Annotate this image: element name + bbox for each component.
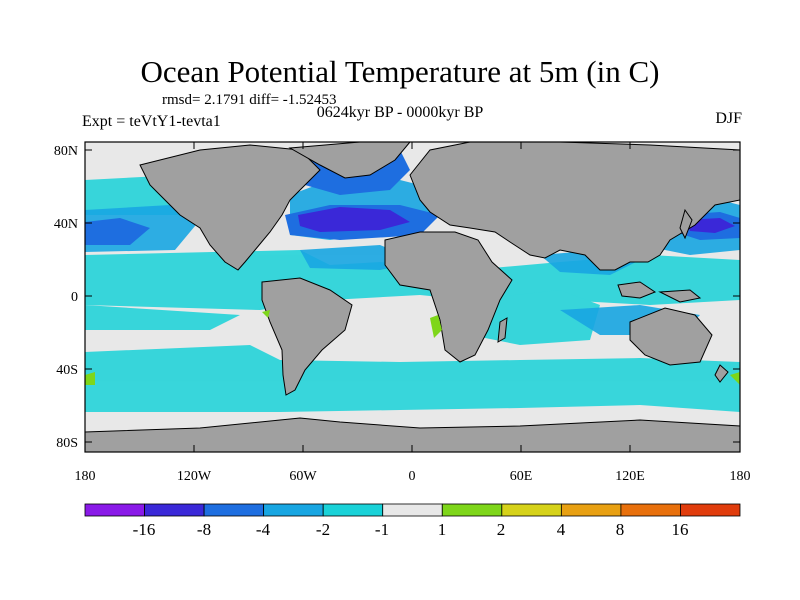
colorbar-box (620, 503, 681, 517)
period-label: 0624kyr BP - 0000kyr BP (316, 104, 484, 121)
colorbar-box (203, 503, 265, 517)
chart-title: Ocean Potential Temperature at 5m (in C) (140, 54, 660, 89)
colorbar-box (680, 503, 741, 517)
colorbar-label: -2 (316, 520, 330, 539)
colorbar-label: 1 (438, 520, 447, 539)
lon-axis (84, 142, 741, 452)
lon-tick: 120E (615, 469, 645, 484)
colorbar-label: -8 (197, 520, 211, 539)
lat-tick: 80S (56, 436, 78, 451)
lon-tick: 180 (730, 469, 751, 484)
colorbar-box (501, 503, 562, 517)
colorbar-box (263, 503, 324, 517)
colorbar-label: 8 (616, 520, 625, 539)
land-masses (84, 141, 741, 453)
colorbar (84, 503, 741, 517)
stats-label: rmsd= 2.1791 diff= -1.52453 (162, 92, 337, 108)
warm-anomaly (85, 310, 740, 385)
colorbar-box (382, 503, 443, 517)
colorbar-label: -4 (256, 520, 271, 539)
colorbar-label: 4 (557, 520, 566, 539)
colorbar-box (560, 503, 622, 517)
colorbar-box (144, 503, 205, 517)
lat-tick: 40N (54, 217, 78, 232)
lat-tick: 80N (54, 144, 78, 159)
lon-tick: 120W (177, 469, 212, 484)
season-label: DJF (715, 110, 742, 127)
colorbar-label: -1 (375, 520, 389, 539)
colorbar-box (322, 503, 384, 517)
colorbar-label: 16 (672, 520, 689, 539)
colorbar-label: 2 (497, 520, 506, 539)
lat-axis (85, 149, 740, 443)
lon-tick: 60E (510, 469, 533, 484)
lon-tick: 180 (75, 469, 96, 484)
lon-tick: 0 (409, 469, 416, 484)
colorbar-label: -16 (133, 520, 156, 539)
lat-tick: 0 (71, 290, 78, 305)
lat-tick: 40S (56, 363, 78, 378)
colorbar-box (84, 503, 145, 517)
experiment-label: Expt = teVtY1-tevta1 (82, 113, 221, 130)
lon-tick: 60W (289, 469, 317, 484)
colorbar-box (441, 503, 503, 517)
